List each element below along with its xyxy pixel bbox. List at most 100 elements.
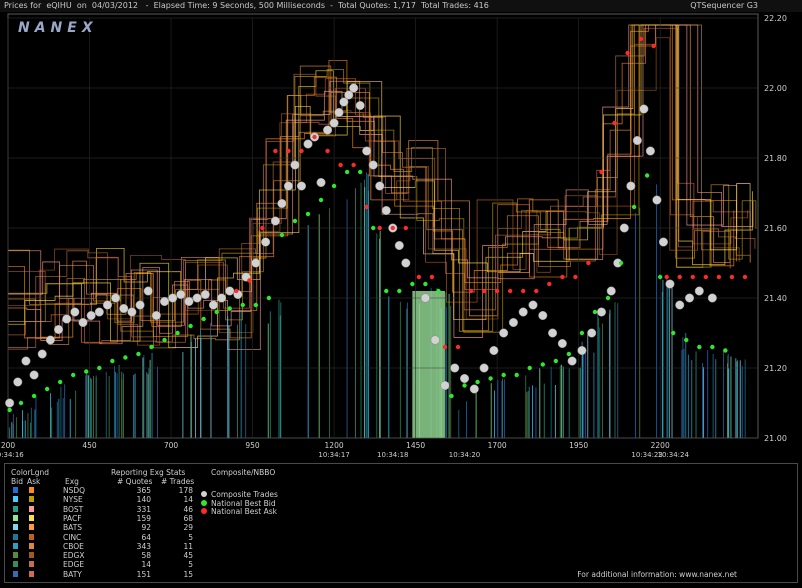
composite-trade-point	[37, 349, 47, 359]
ask-swatch	[29, 533, 34, 540]
grid	[7, 17, 758, 439]
composite-trade-point	[450, 363, 460, 373]
ask-quote-line	[8, 24, 753, 321]
chart-title: Prices for eQIHU on 04/03/2012 - Elapsed…	[4, 1, 489, 10]
time-tick-label: 10:34:20	[449, 451, 480, 459]
best-bid-point	[44, 386, 50, 392]
composite-trade-point	[707, 293, 717, 303]
price-chart: 22.20 22.00 21.80 21.60 21.40 21.20 21.00 200 45…	[0, 13, 787, 459]
best-bid-point	[240, 302, 245, 308]
exchange-name: BATY	[63, 569, 82, 579]
best-bid-point	[384, 288, 389, 294]
composite-trade-point	[53, 324, 64, 335]
exchange-row: BATY 151 15	[5, 570, 365, 579]
ask-quote-line	[8, 24, 751, 348]
composite-trade-point	[619, 223, 629, 233]
best-bid-point	[162, 337, 167, 343]
legend-label: National Best Bid	[211, 498, 276, 508]
exchange-row: EDGX 58 45	[5, 551, 365, 560]
y-tick-label: 21.20	[764, 364, 787, 373]
composite-trade-point	[694, 286, 704, 296]
composite-trade-point	[401, 258, 411, 268]
exchange-header: Exg	[65, 477, 79, 486]
best-ask-point	[507, 288, 513, 294]
best-ask-point	[273, 148, 278, 154]
best-bid-point	[462, 383, 467, 388]
composite-trade-point	[652, 195, 662, 205]
best-ask-point	[534, 288, 539, 294]
composite-trade-point	[626, 181, 636, 191]
quote-count: 64	[141, 532, 151, 542]
best-bid-point	[710, 344, 715, 350]
legend-dot	[201, 499, 207, 506]
exchange-row: EDGE 14 5	[5, 560, 365, 569]
composite-trade-point	[394, 240, 404, 251]
composite-trade-point	[168, 293, 178, 303]
composite-trade-point	[489, 345, 499, 356]
composite-trade-point	[665, 279, 675, 289]
composite-trade-point	[362, 146, 372, 156]
composite-trade-point	[290, 160, 300, 170]
composite-trade-point	[323, 125, 333, 135]
time-tick-label: 10:34:18	[377, 451, 408, 459]
best-bid-point	[18, 400, 24, 406]
exchange-name: PACF	[63, 513, 82, 523]
best-bid-point	[188, 323, 193, 329]
composite-trade-point	[208, 300, 218, 310]
composite-trade-point	[29, 370, 39, 380]
best-ask-point	[664, 274, 669, 280]
composite-trade-point	[184, 296, 194, 307]
best-bid-point	[214, 309, 219, 315]
composite-trade-point	[567, 356, 577, 366]
best-bid-point	[423, 281, 428, 287]
exchange-row: NYSE 140 14	[5, 495, 365, 504]
composite-trade-point	[176, 289, 186, 300]
composite-trade-point	[587, 328, 597, 338]
composite-trade-point	[94, 307, 104, 317]
best-bid-point	[723, 348, 728, 353]
best-ask-point	[599, 169, 604, 175]
best-bid-point	[605, 295, 611, 301]
bid-swatch	[13, 524, 18, 531]
time-tick-label: 10:34:23	[631, 451, 662, 459]
x-tick-label: 1950	[569, 441, 588, 450]
best-bid-point	[397, 288, 402, 294]
composite-trade-point	[596, 307, 607, 317]
x-tick-label: 1200	[325, 441, 344, 450]
composite-trade-point	[684, 293, 695, 303]
trade-count: 15	[183, 569, 193, 579]
composite-title: Composite/NBBO	[211, 468, 276, 477]
quotes-header: # Quotes	[117, 477, 153, 486]
best-bid-point	[292, 218, 298, 224]
ask-swatch	[29, 514, 34, 521]
composite-trade-point	[225, 286, 235, 296]
info-link[interactable]: For additional information: www.nanex.ne…	[577, 570, 737, 579]
best-ask-point	[286, 148, 291, 154]
legend-label: National Best Ask	[211, 507, 278, 516]
bid-swatch	[13, 552, 18, 559]
best-bid-point	[657, 274, 663, 280]
ask-swatch	[29, 496, 34, 503]
best-bid-point	[331, 183, 337, 189]
best-bid-point	[449, 393, 454, 399]
composite-trade-point	[251, 258, 261, 268]
trade-count: 5	[188, 560, 193, 570]
composite-trade-point	[518, 307, 528, 317]
best-bid-point	[7, 407, 12, 413]
composite-trade-point	[261, 237, 271, 247]
composite-trade-point	[13, 377, 23, 387]
ask-swatch	[29, 552, 34, 559]
trade-count: 5	[188, 532, 193, 542]
time-tick-label: 10:34:16	[0, 451, 24, 459]
composite-trade-point	[200, 289, 210, 300]
exchange-name: NSDQ	[63, 486, 86, 495]
composite-trade-point	[135, 300, 145, 310]
best-ask-point	[729, 274, 735, 280]
exchange-name: CBOE	[63, 541, 84, 551]
trade-count: 68	[183, 513, 193, 523]
best-bid-point	[592, 309, 598, 315]
exchange-name: NYSE	[63, 495, 83, 505]
ask-swatch	[29, 542, 34, 549]
ask-swatch	[29, 561, 34, 568]
exchange-row: CBOE 343 11	[5, 542, 365, 551]
